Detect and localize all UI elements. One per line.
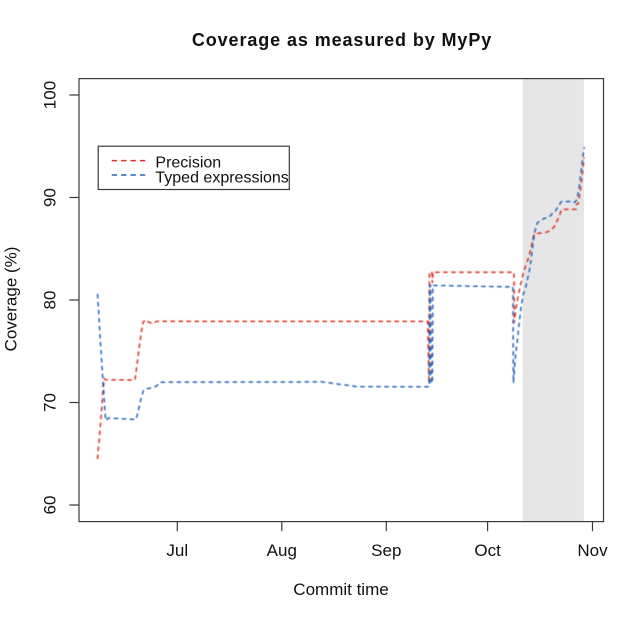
- svg-text:Nov: Nov: [577, 541, 608, 560]
- svg-text:Precision: Precision: [155, 154, 221, 171]
- svg-text:Coverage as measured by MyPy: Coverage as measured by MyPy: [192, 30, 492, 50]
- svg-text:60: 60: [41, 496, 60, 515]
- svg-text:90: 90: [41, 188, 60, 207]
- svg-text:Typed expressions: Typed expressions: [155, 170, 288, 187]
- svg-text:80: 80: [41, 291, 60, 310]
- svg-text:100: 100: [41, 81, 60, 109]
- svg-text:Aug: Aug: [267, 541, 297, 560]
- svg-text:Commit time: Commit time: [293, 580, 388, 599]
- svg-text:70: 70: [41, 393, 60, 412]
- svg-text:Coverage (%): Coverage (%): [2, 247, 21, 352]
- svg-text:Jul: Jul: [166, 541, 188, 560]
- svg-text:Sep: Sep: [371, 541, 401, 560]
- svg-text:Oct: Oct: [474, 541, 501, 560]
